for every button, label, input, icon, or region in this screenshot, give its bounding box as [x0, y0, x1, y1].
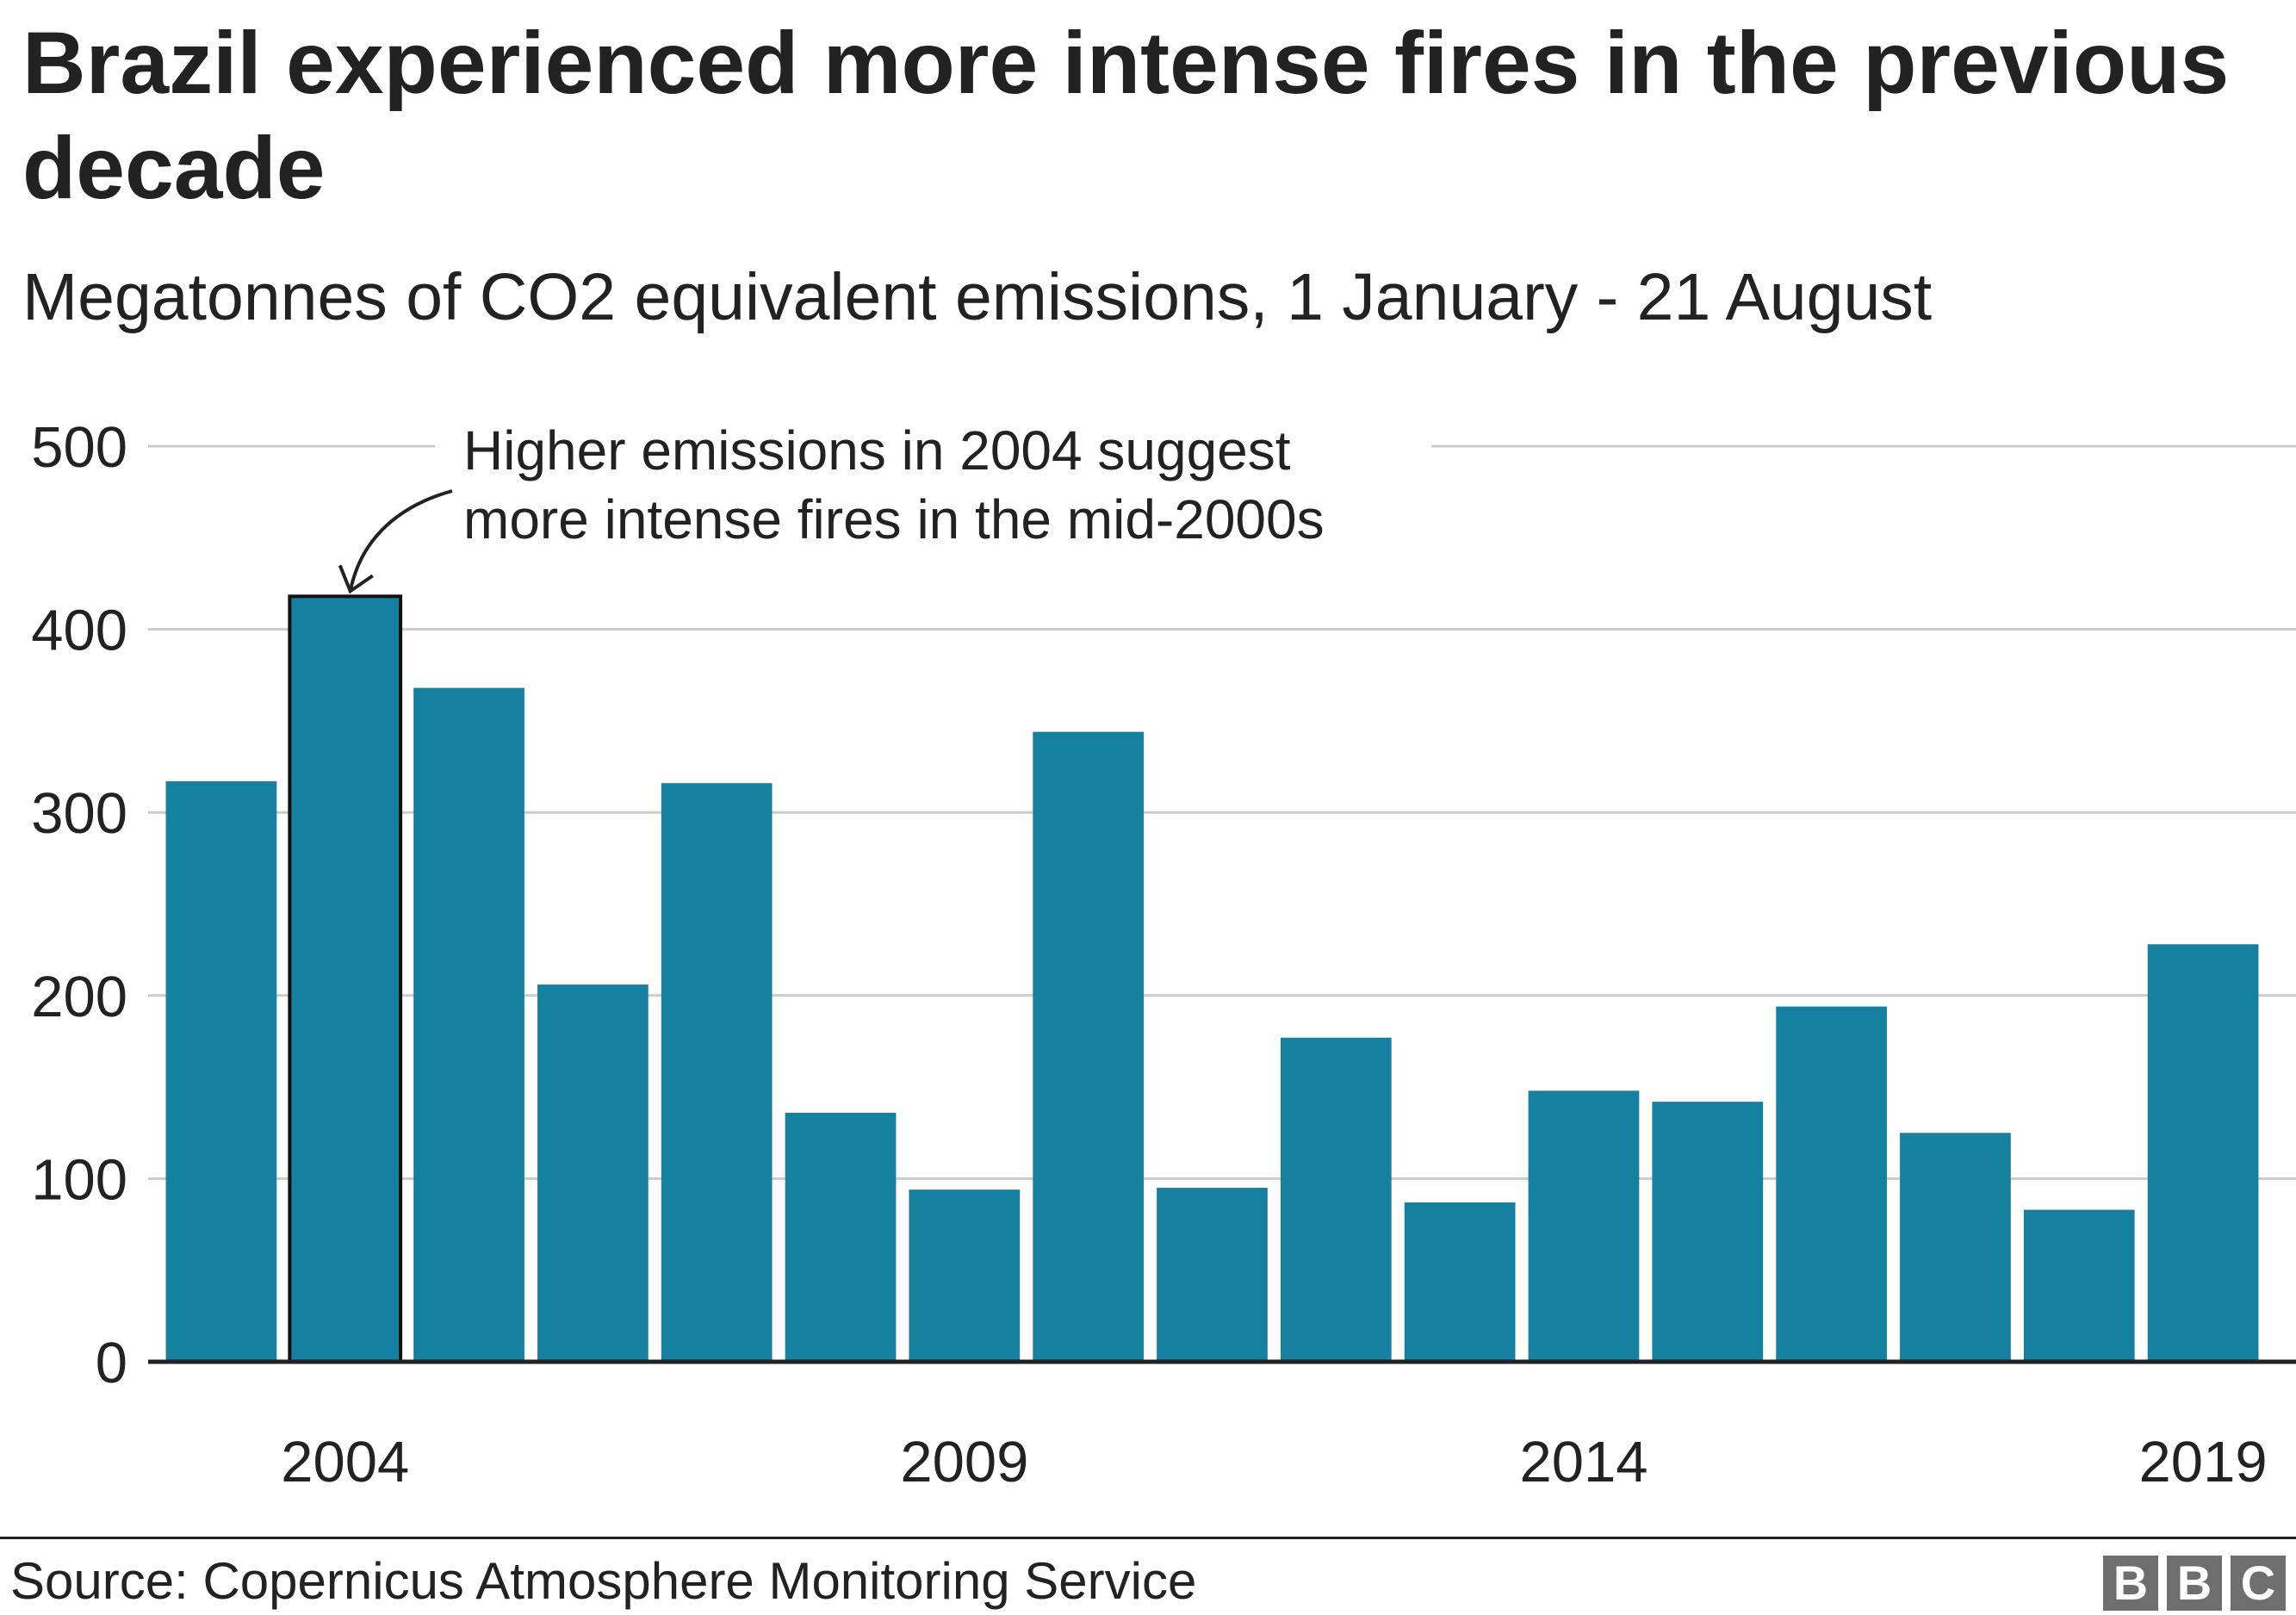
bar — [785, 1112, 897, 1362]
bbc-logo-letter: C — [2231, 1556, 2286, 1611]
annotation-text: more intense fires in the mid-2000s — [463, 488, 1325, 550]
bar — [2023, 1209, 2135, 1362]
bar — [661, 783, 773, 1362]
x-tick-label: 2019 — [2139, 1430, 2268, 1494]
source-note: Source: Copernicus Atmosphere Monitoring… — [10, 1552, 1197, 1610]
x-tick-label: 2014 — [1519, 1430, 1648, 1494]
bbc-logo: B B C — [2103, 1556, 2286, 1611]
annotation-text: Higher emissions in 2004 suggest — [463, 419, 1291, 481]
annotation-arrow — [348, 489, 453, 592]
bbc-logo-letter: B — [2103, 1556, 2158, 1611]
bar — [413, 687, 524, 1362]
y-tick-label: 100 — [31, 1147, 127, 1212]
bar — [1528, 1090, 1640, 1362]
bar — [2147, 944, 2259, 1362]
footer-divider — [0, 1537, 2296, 1539]
x-tick-label: 2009 — [900, 1430, 1028, 1494]
chart-title: Brazil experienced more intense fires in… — [22, 14, 2230, 217]
bar — [909, 1190, 1021, 1362]
bar — [1404, 1202, 1516, 1362]
y-tick-label: 200 — [31, 965, 127, 1029]
x-tick-label: 2004 — [281, 1430, 409, 1494]
bar-highlighted — [288, 594, 403, 1363]
bar — [1280, 1037, 1392, 1362]
bar — [1776, 1006, 1887, 1362]
bar — [537, 985, 648, 1362]
bbc-logo-letter: B — [2167, 1556, 2222, 1611]
y-tick-label: 500 — [31, 415, 127, 480]
annotation-arrowhead — [338, 564, 374, 594]
bar — [165, 781, 277, 1362]
bar — [1900, 1133, 2011, 1362]
bar — [1033, 731, 1145, 1362]
y-tick-label: 300 — [31, 781, 127, 846]
bar-chart: 0 100 200 300 400 500 2004 2009 2014 2019 Higher e… — [31, 415, 2296, 1494]
bar — [1652, 1102, 1764, 1362]
chart-subtitle: Megatonnes of CO2 equivalent emissions, … — [22, 260, 1933, 334]
y-tick-label: 0 — [96, 1331, 127, 1395]
y-tick-label: 400 — [31, 599, 127, 663]
bar — [1157, 1188, 1268, 1362]
